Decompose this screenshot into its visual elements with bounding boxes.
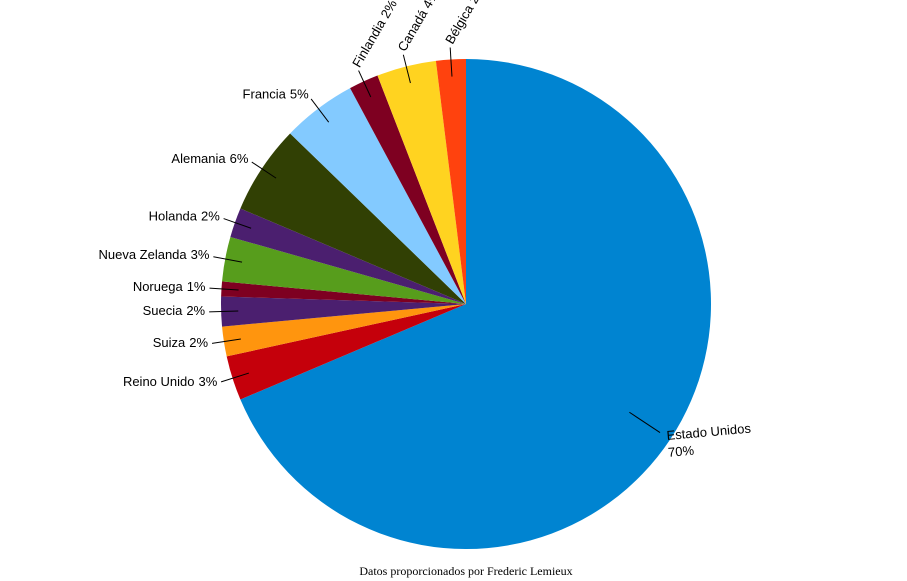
label-name: Estado Unidos (666, 421, 752, 443)
leader-line (402, 54, 411, 84)
leader-line (220, 372, 250, 383)
data-label: Canadá4% (395, 0, 442, 54)
data-label: Suecia 2% (143, 303, 206, 318)
label-name: Finlandia (349, 16, 389, 70)
label-value: 5% (290, 87, 309, 102)
leader-line (209, 310, 239, 313)
label-name: Francia (243, 87, 287, 102)
label-name: Bélgica (443, 2, 478, 47)
pie-slice (221, 281, 466, 304)
pie-slice (290, 88, 466, 305)
leader-line (251, 161, 277, 179)
pie-slice (221, 296, 466, 327)
label-name: Suiza (153, 335, 186, 350)
leader-line (211, 338, 241, 344)
label-value: 6% (230, 151, 249, 166)
pie-slice (377, 60, 466, 304)
leader-line (449, 47, 453, 77)
data-label: Reino Unido 3% (123, 375, 218, 390)
label-value: 4% (420, 0, 443, 11)
pie-slice (222, 304, 466, 357)
leader-line (629, 411, 661, 433)
leader-line (209, 287, 239, 291)
data-label: Noruega 1% (133, 279, 206, 294)
pie-slice (230, 208, 466, 304)
pie-slice (435, 59, 466, 304)
label-name: Holanda (149, 209, 198, 224)
data-label: Estado Unidos70% (666, 421, 754, 460)
pie-slice (226, 304, 466, 400)
label-name: Alemania (171, 151, 226, 166)
label-value: 70% (667, 443, 695, 460)
label-value: 3% (198, 375, 217, 390)
label-name: Suecia (143, 303, 184, 318)
leader-line (310, 98, 330, 123)
caption: Datos proporcionados por Frederic Lemieu… (359, 564, 572, 578)
leader-line (223, 218, 252, 229)
pie-slice (240, 133, 466, 304)
data-label: Nueva Zelanda 3% (98, 247, 209, 262)
data-label: Holanda 2% (149, 209, 221, 224)
pie-slice (240, 59, 711, 550)
label-value: 2% (189, 335, 208, 350)
label-value: 2% (186, 303, 205, 318)
label-name: Nueva Zelanda (98, 247, 187, 262)
label-value: 3% (191, 247, 210, 262)
label-name: Canadá (395, 6, 431, 54)
label-value: 1% (187, 279, 206, 294)
leader-line (358, 70, 372, 98)
leader-line (213, 256, 243, 263)
data-label: Francia 5% (243, 87, 310, 102)
data-label: Finlandia2% (349, 0, 400, 70)
label-value: 2% (378, 0, 401, 21)
pie-slice (350, 75, 466, 304)
label-name: Noruega (133, 279, 184, 294)
data-label: Suiza 2% (153, 335, 209, 350)
label-name: Reino Unido (123, 375, 195, 390)
data-label: Bélgica2% (443, 0, 489, 47)
label-value: 2% (201, 209, 220, 224)
data-label: Alemania 6% (171, 151, 248, 166)
label-value: 2% (466, 0, 489, 6)
pie-slice (222, 236, 466, 304)
